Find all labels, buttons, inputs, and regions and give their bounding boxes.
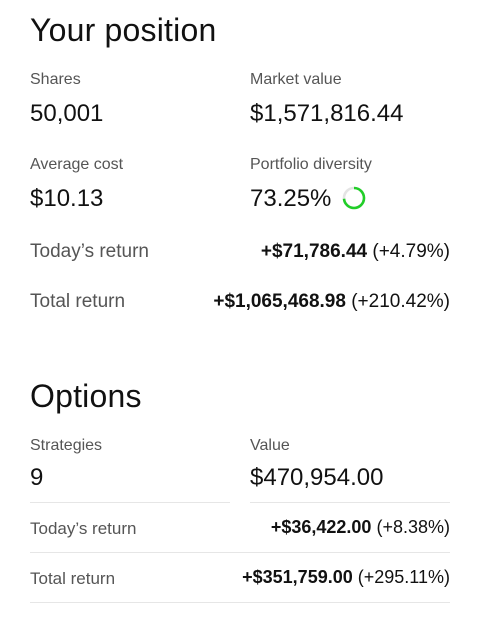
shares-value: 50,001: [30, 100, 104, 127]
market-value: $1,571,816.44: [250, 100, 404, 127]
options-value: $470,954.00: [250, 464, 384, 491]
todays-return-pct: (+4.79%): [372, 241, 450, 262]
todays-return-label: Today’s return: [30, 241, 149, 262]
diversity-ring-icon[interactable]: [342, 186, 366, 210]
options-todays-return-amount: +$36,422.00: [270, 517, 372, 537]
todays-return-value: +$71,786.44 (+4.79%): [261, 241, 450, 263]
divider: [30, 552, 450, 553]
options-total-return-amount: +$351,759.00: [242, 567, 353, 587]
todays-return-amount: +$71,786.44: [260, 241, 368, 262]
options-title: Options: [30, 378, 142, 414]
total-return-label: Total return: [30, 291, 126, 312]
options-todays-return-pct: (+8.38%): [376, 517, 450, 537]
strategies-label: Strategies: [30, 437, 103, 454]
options-value-label: Value: [250, 437, 290, 454]
market-value-label: Market value: [250, 71, 342, 88]
options-todays-return-value: +$36,422.00 (+8.38%): [271, 517, 450, 538]
options-total-return-pct: (+295.11%): [357, 567, 450, 587]
portfolio-diversity-value: 73.25%: [250, 185, 332, 212]
total-return-amount: +$1,065,468.98: [213, 291, 346, 312]
portfolio-diversity-label: Portfolio diversity: [250, 156, 372, 173]
divider: [30, 502, 230, 503]
average-cost-value: $10.13: [30, 185, 104, 212]
total-return-pct: (+210.42%): [351, 291, 450, 312]
average-cost-label: Average cost: [30, 156, 124, 173]
shares-label: Shares: [30, 71, 81, 88]
total-return-value: +$1,065,468.98 (+210.42%): [213, 291, 450, 313]
options-total-return-label: Total return: [30, 569, 116, 588]
divider: [250, 502, 450, 503]
options-todays-return-label: Today’s return: [30, 519, 137, 538]
position-title: Your position: [30, 12, 217, 48]
divider: [30, 602, 450, 603]
options-total-return-value: +$351,759.00 (+295.11%): [242, 567, 450, 588]
strategies-value: 9: [30, 464, 44, 491]
